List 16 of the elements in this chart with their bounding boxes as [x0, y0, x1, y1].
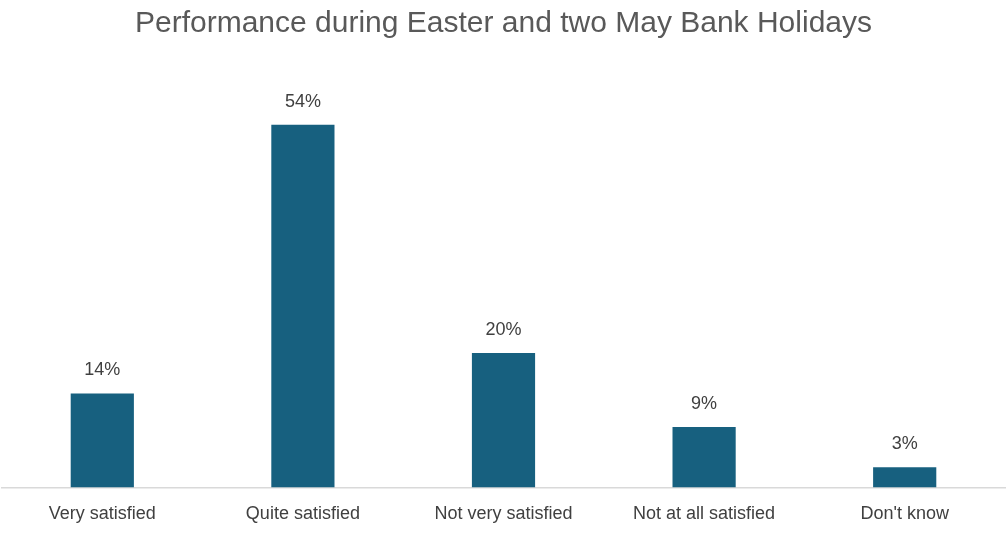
x-tick-label: Not very satisfied: [434, 503, 573, 524]
data-label: 54%: [284, 90, 321, 111]
x-tick-label: Don't know: [860, 503, 950, 524]
bar: [471, 353, 536, 488]
bar: [672, 426, 736, 488]
x-tick-label: Very satisfied: [48, 503, 156, 524]
chart-title: Performance during Easter and two May Bank Holidays: [134, 5, 873, 39]
bar: [271, 124, 335, 488]
bar: [70, 393, 134, 488]
data-label: 3%: [891, 433, 918, 454]
data-label: 20%: [485, 319, 522, 340]
data-label: 9%: [691, 392, 718, 413]
data-label: 14%: [84, 359, 121, 380]
bar: [873, 467, 937, 488]
x-tick-label: Quite satisfied: [245, 503, 360, 524]
x-tick-label: Not at all satisfied: [633, 503, 776, 524]
